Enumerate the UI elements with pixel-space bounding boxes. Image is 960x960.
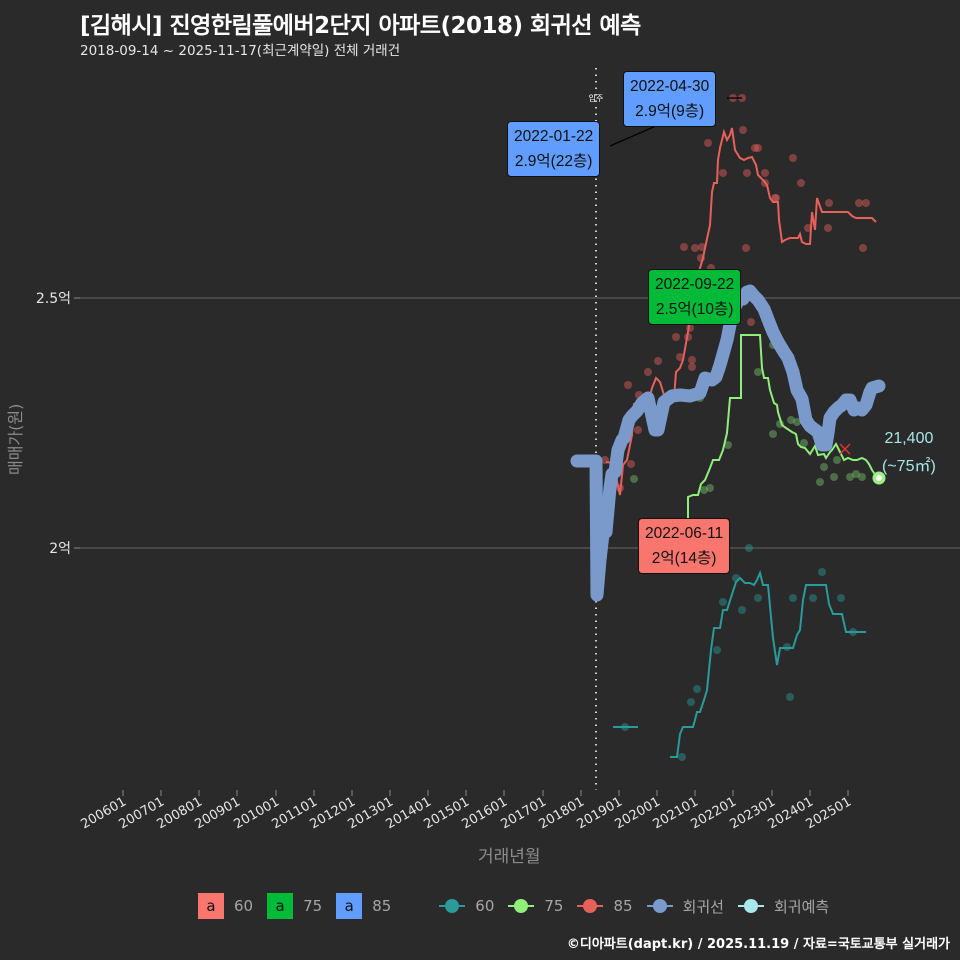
annotation-label-2022-09-22: 2022-09-22 2.5억(10층) <box>648 269 742 325</box>
annotation-label-2022-04-30: 2022-04-30 2.9억(9층) <box>623 71 717 127</box>
line-85 <box>605 127 877 496</box>
legend-line-85-icon <box>577 896 604 916</box>
regression-line <box>570 284 886 602</box>
legend: a 60 a 75 a 85 60 75 85 회귀선 회귀예측 <box>198 893 843 919</box>
line-60-main <box>670 569 866 758</box>
line-75 <box>687 334 881 519</box>
scatter-60 <box>621 544 857 761</box>
legend-label: 회귀선 <box>682 897 724 916</box>
x-axis-label: 거래년월 <box>478 847 541 867</box>
ytick-label: 2.5억 <box>36 291 71 307</box>
legend-line-75-icon <box>508 896 535 916</box>
legend-box-60: a <box>198 893 224 919</box>
legend-label: 75 <box>303 897 323 915</box>
chart-subtitle: 2018-09-14 ~ 2025-11-17(최근계약일) 전체 거래건 <box>80 43 401 59</box>
chart-title: [김해시] 진영한림풀에버2단지 아파트(2018) 회귀선 예측 <box>80 13 641 39</box>
legend-label: 60 <box>234 897 254 915</box>
prediction-label: 21,400 (~75㎡) <box>882 430 936 475</box>
legend-box-85: a <box>336 893 363 919</box>
legend-prediction-icon <box>737 896 764 916</box>
annotation-label-2022-01-22: 2022-01-22 2.9억(22층) <box>507 121 601 177</box>
legend-label: 75 <box>544 897 564 915</box>
xtick-labels: 200601 200701 200801 200901 201001 20110… <box>79 794 854 832</box>
move-in-label: 입주 <box>589 94 604 103</box>
y-axis-label: 매매가(원) <box>6 403 25 475</box>
legend-label: 85 <box>372 897 392 915</box>
legend-label: 85 <box>613 897 633 915</box>
legend-box-75: a <box>267 893 294 919</box>
legend-label: 60 <box>475 897 495 915</box>
legend-line-60-icon <box>439 896 466 916</box>
outlier-x-marker <box>839 443 851 455</box>
legend-regression-icon <box>646 896 673 916</box>
annotation-label-2022-06-11: 2022-06-11 2억(14층) <box>638 518 731 574</box>
x-ticks <box>122 790 849 796</box>
source-caption: ©디아파트(dapt.kr) / 2025.11.19 / 자료=국토교통부 실… <box>566 937 950 952</box>
legend-label: 회귀예측 <box>773 897 830 916</box>
ytick-label: 2억 <box>49 541 71 557</box>
